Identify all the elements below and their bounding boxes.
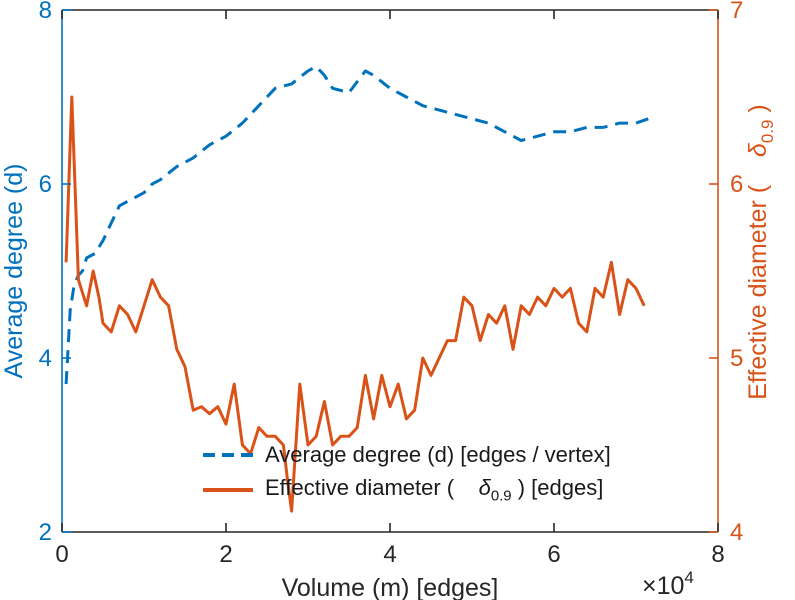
x-tick-label: 8: [711, 541, 724, 568]
left-y-tick-label: 8: [39, 0, 52, 24]
series-average-degree: [64, 65, 649, 385]
legend-item-effective-diameter: Effective diameter ( δ0.9 ) [edges]: [202, 472, 611, 507]
right-y-tick-label: 4: [730, 519, 743, 546]
y-axis-label-right-suffix: ): [744, 104, 772, 119]
legend-dashed-line-sample: [203, 452, 253, 457]
y-axis-label-left: Average degree (d): [0, 164, 28, 379]
x-tick-label: 6: [547, 541, 560, 568]
series-effective-diameter: [64, 95, 646, 513]
right-y-tick-label: 5: [730, 345, 743, 372]
left-y-tick-label: 2: [39, 519, 52, 546]
left-y-tick-label: 4: [39, 345, 52, 372]
y-axis-label-right: Effective diameter ( δ0.9 ): [744, 104, 777, 400]
x-axis-exponent-power: 4: [684, 568, 693, 587]
delta-subscript: 0.9: [758, 120, 777, 144]
legend-solid-line-sample: [203, 487, 253, 492]
left-y-tick-label: 6: [39, 171, 52, 198]
legend-label-suffix: ) [edges]: [511, 474, 604, 500]
x-tick-label: 2: [219, 541, 232, 568]
x-axis-label: Volume (m) [edges]: [282, 574, 499, 600]
legend: Average degree (d) [edges / vertex] Effe…: [202, 437, 611, 507]
legend-delta-subscript: 0.9: [490, 487, 512, 505]
x-axis-exponent: ×104: [642, 568, 694, 600]
x-tick-label: 0: [55, 541, 68, 568]
y-axis-label-right-prefix: Effective diameter (: [744, 157, 772, 400]
x-axis-exponent-base: ×10: [642, 572, 684, 600]
right-y-tick-label: 7: [730, 0, 743, 24]
legend-label-effective-diameter: Effective diameter ( δ0.9 ) [edges]: [265, 475, 603, 504]
legend-item-average-degree: Average degree (d) [edges / vertex]: [202, 437, 611, 472]
x-tick-label: 4: [383, 541, 396, 568]
delta-symbol: δ: [744, 142, 772, 157]
legend-label-prefix: Effective diameter (: [265, 474, 479, 500]
legend-label-average-degree: Average degree (d) [edges / vertex]: [265, 441, 611, 467]
right-y-tick-label: 6: [730, 171, 743, 198]
legend-delta-symbol: δ: [478, 474, 491, 500]
